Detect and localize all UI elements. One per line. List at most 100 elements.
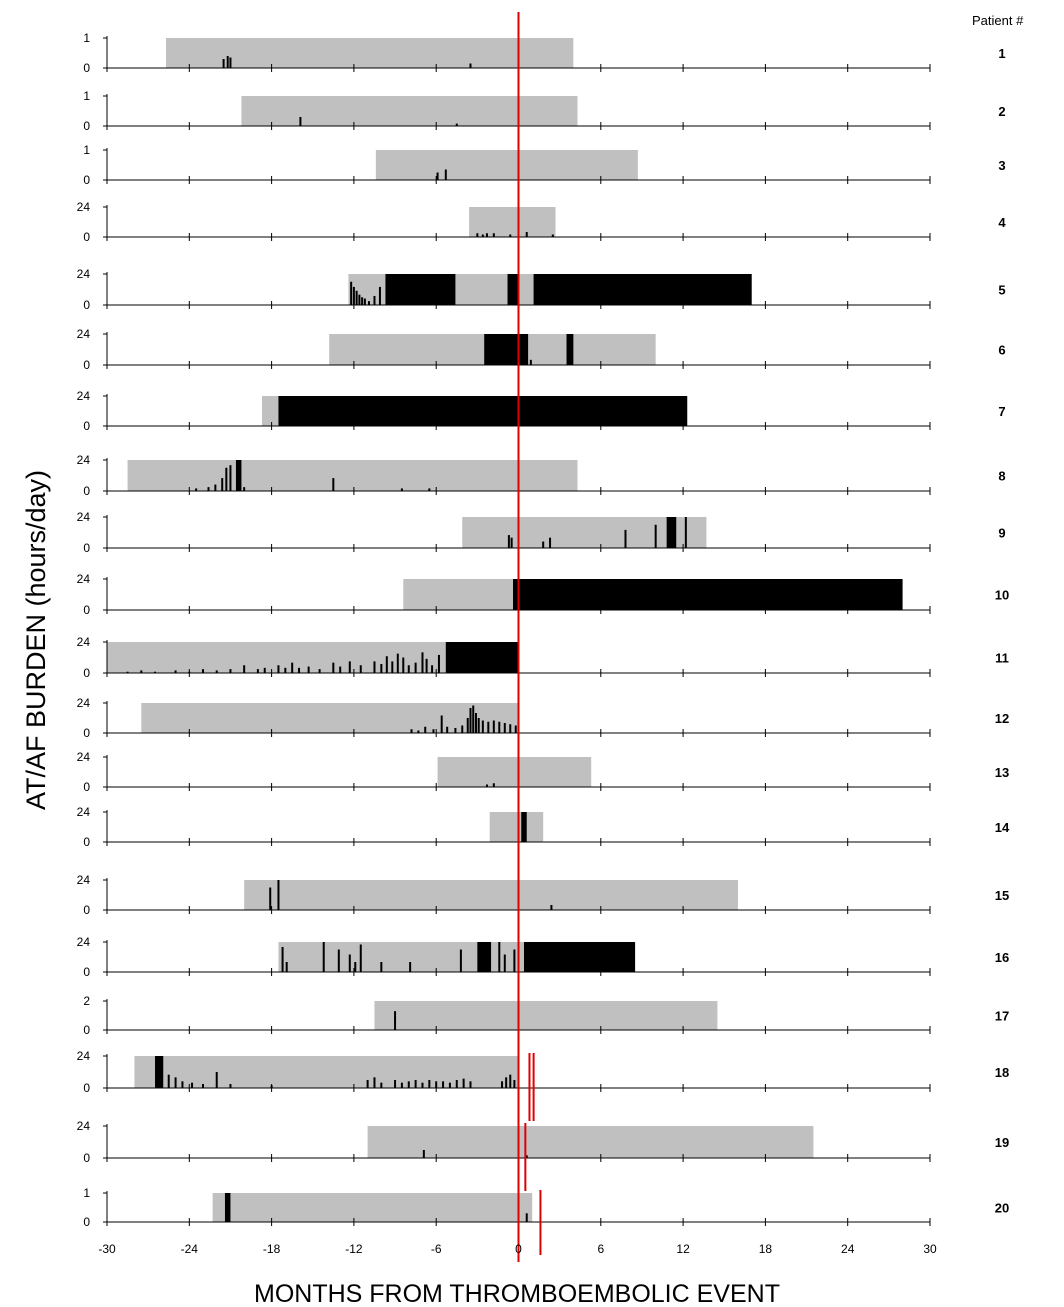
burden-bar — [298, 667, 301, 673]
y-tick-label-max: 24 — [77, 635, 91, 649]
y-tick-label-zero: 0 — [83, 903, 90, 917]
burden-bar — [409, 962, 412, 972]
y-tick-label-zero: 0 — [83, 484, 90, 498]
burden-bar — [291, 662, 294, 673]
burden-bar — [492, 233, 495, 237]
y-tick-label-max: 24 — [77, 200, 91, 214]
burden-block — [507, 274, 519, 305]
burden-bar — [191, 1082, 194, 1088]
burden-bar — [229, 1084, 232, 1088]
patient-panel-12: 24 0 — [77, 696, 931, 740]
y-tick-label-max: 1 — [83, 31, 90, 45]
y-tick-label-zero: 0 — [83, 298, 90, 312]
burden-bar — [481, 720, 484, 733]
burden-bar — [424, 726, 427, 733]
patient-id-label: 12 — [995, 711, 1009, 726]
patient-panel-8: 24 0 — [77, 453, 931, 498]
burden-bar — [436, 172, 439, 180]
patient-panel-7: 24 0 — [77, 389, 931, 433]
x-tick-label: -24 — [181, 1242, 199, 1256]
burden-bar — [363, 298, 366, 305]
burden-block — [278, 396, 688, 426]
burden-bar — [509, 234, 512, 237]
burden-bar — [222, 59, 225, 68]
y-tick-label-max: 1 — [83, 143, 90, 157]
burden-bar — [380, 663, 383, 673]
burden-bar — [359, 665, 362, 673]
burden-bar — [214, 484, 217, 491]
burden-bar — [428, 1080, 431, 1088]
x-tick-label: 30 — [923, 1242, 937, 1256]
patient-id-label: 14 — [995, 820, 1010, 835]
burden-bar — [417, 730, 420, 733]
burden-bar — [469, 63, 472, 68]
burden-bar — [414, 1080, 417, 1088]
burden-bar — [440, 715, 443, 733]
y-tick-label-max: 24 — [77, 327, 91, 341]
x-tick-label: 18 — [759, 1242, 773, 1256]
burden-bar — [307, 666, 310, 673]
patient-panel-13: 24 0 — [77, 750, 931, 794]
patient-panel-17: 20 — [83, 994, 931, 1037]
burden-bar — [373, 661, 376, 673]
patient-id-label: 4 — [998, 215, 1006, 230]
burden-block — [513, 579, 903, 610]
y-tick-label-zero: 0 — [83, 61, 90, 75]
y-tick-label-max: 24 — [77, 805, 91, 819]
burden-bar — [350, 281, 353, 305]
x-tick-label: -30 — [98, 1242, 116, 1256]
burden-bar — [485, 784, 488, 787]
burden-bar — [455, 123, 458, 126]
monitoring-period — [367, 1126, 814, 1158]
y-tick-label-max: 2 — [83, 994, 90, 1008]
burden-bar — [195, 488, 198, 491]
patient-id-label: 1 — [998, 46, 1005, 61]
burden-bar — [550, 905, 553, 910]
burden-bar — [549, 537, 552, 548]
burden-bar — [421, 1082, 424, 1088]
burden-bar — [126, 671, 129, 673]
y-tick-label-max: 24 — [77, 389, 91, 403]
burden-block — [521, 812, 527, 842]
patient-panels: 1010102402402402402402402402402402402402… — [77, 31, 931, 1229]
y-tick-label-zero: 0 — [83, 1151, 90, 1165]
burden-bar — [437, 654, 440, 673]
x-tick-label: 6 — [597, 1242, 604, 1256]
burden-bar — [503, 954, 506, 972]
burden-bar — [432, 729, 435, 733]
x-axis-title: MONTHS FROM THROMBOEMBOLIC EVENT — [254, 1280, 780, 1307]
patient-id-label: 3 — [998, 158, 1005, 173]
burden-bar — [207, 487, 210, 491]
burden-bar — [503, 723, 506, 733]
burden-bar — [459, 949, 462, 972]
patient-panel-19: 24 0 — [77, 1119, 931, 1165]
patient-panel-18: 24 0 — [77, 1049, 931, 1095]
patient-id-label: 16 — [995, 950, 1009, 965]
burden-bar — [551, 234, 554, 237]
x-tick-label: -6 — [431, 1242, 442, 1256]
burden-bar — [202, 669, 205, 673]
burden-block — [155, 1056, 164, 1088]
burden-bar — [444, 169, 447, 180]
burden-bar — [466, 718, 469, 733]
y-tick-label-max: 24 — [77, 453, 91, 467]
burden-bar — [263, 667, 266, 673]
patient-panel-16: 24 0 — [77, 935, 931, 979]
burden-bar — [462, 1078, 465, 1088]
burden-bar — [529, 359, 532, 365]
y-tick-label-max: 24 — [77, 696, 91, 710]
y-tick-label-zero: 0 — [83, 358, 90, 372]
monitoring-period — [127, 460, 578, 491]
burden-bar — [243, 665, 246, 673]
burden-block — [385, 274, 456, 305]
y-tick-label-zero: 0 — [83, 119, 90, 133]
monitoring-period — [437, 757, 592, 787]
burden-bar — [256, 669, 259, 673]
y-tick-label-max: 24 — [77, 873, 91, 887]
burden-block — [477, 942, 492, 972]
burden-bar — [487, 721, 490, 733]
monitoring-period — [244, 880, 738, 910]
burden-bar — [229, 465, 232, 491]
y-tick-label-max: 24 — [77, 750, 91, 764]
y-tick-label-max: 24 — [77, 510, 91, 524]
